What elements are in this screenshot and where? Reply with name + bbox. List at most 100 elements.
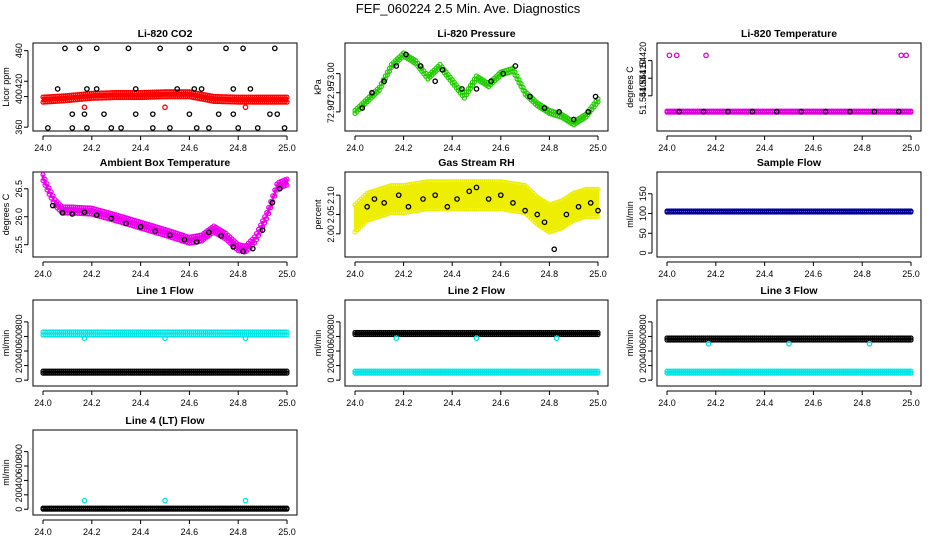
chart-title: Li-820 Temperature (741, 28, 837, 40)
data-point (473, 184, 480, 191)
data-point (465, 181, 468, 209)
data-point (457, 181, 460, 209)
data-point (240, 45, 246, 52)
data-point (382, 188, 385, 216)
x-tick-label: 24.0 (658, 398, 676, 408)
y-tick-label: 400 (638, 344, 648, 359)
data-point (420, 196, 426, 202)
data-point (112, 214, 116, 221)
data-point (76, 94, 79, 100)
data-point (353, 204, 357, 232)
data-point (365, 193, 369, 221)
data-point (488, 78, 494, 85)
data-point (198, 93, 201, 99)
data-point (271, 97, 274, 103)
data-point (70, 207, 73, 214)
plot-frame (656, 299, 922, 387)
data-point (230, 96, 234, 102)
data-point (200, 94, 203, 100)
data-point (749, 108, 756, 115)
data-point (62, 45, 68, 52)
data-point (798, 108, 805, 115)
data-point (204, 94, 207, 100)
chart-title: Line 3 Flow (760, 285, 818, 297)
data-point (224, 96, 228, 102)
data-point (903, 52, 909, 59)
data-point (376, 87, 382, 94)
data-point (104, 92, 108, 98)
data-point (361, 197, 365, 225)
data-point (78, 94, 81, 100)
data-point (106, 212, 110, 219)
data-point (149, 225, 152, 232)
data-point (542, 201, 545, 228)
data-point (384, 72, 390, 78)
data-point (92, 208, 96, 215)
data-point (143, 223, 146, 230)
page-title: FEF_060224 2.5 Min. Ave. Diagnostics (355, 1, 581, 16)
x-tick-label: 24.0 (34, 398, 52, 408)
x-tick-label: 24.0 (34, 143, 52, 153)
plot-frame (344, 299, 609, 387)
data-point (101, 111, 107, 118)
data-point (171, 91, 175, 97)
data-point (151, 225, 154, 232)
data-point (434, 181, 438, 209)
data-point (588, 189, 592, 217)
data-point (115, 92, 118, 98)
x-tick-label: 24.8 (229, 398, 247, 408)
data-point (242, 335, 249, 342)
chart-title: Line 2 Flow (448, 285, 506, 297)
data-point (81, 335, 88, 342)
chart-rh: Gas Stream RH percent 24.0 24.2 24.4 24.6 24.8… (313, 157, 609, 279)
data-point (80, 94, 83, 100)
data-point (703, 52, 709, 59)
series-temp-outliers (666, 52, 909, 59)
y-tick-label: 50 (638, 228, 648, 238)
data-point (471, 181, 474, 209)
data-point (424, 182, 428, 210)
data-point (216, 228, 220, 235)
data-point (281, 125, 288, 131)
x-tick-label: 24.8 (229, 143, 247, 153)
x-tick-label: 24.0 (658, 269, 676, 279)
y-tick-label: 0 (14, 507, 24, 512)
data-point (76, 45, 83, 52)
data-point (241, 97, 244, 103)
data-point (525, 187, 529, 215)
data-point (511, 183, 515, 211)
data-point (208, 95, 211, 101)
x-tick-label: 24.2 (395, 143, 413, 153)
x-tick-label: 25.0 (278, 269, 296, 279)
y-tick-label: 460 (14, 43, 24, 58)
y-axis-label: kPa (313, 79, 323, 95)
data-point (155, 92, 159, 98)
data-point (412, 183, 415, 211)
data-point (378, 83, 384, 90)
data-point (394, 185, 397, 213)
data-point (553, 335, 560, 342)
data-point (495, 181, 498, 209)
data-point (461, 181, 464, 209)
data-point (84, 93, 87, 99)
series-rh-trace (352, 179, 601, 235)
data-point (473, 181, 476, 209)
data-point (159, 91, 163, 97)
data-point (90, 208, 93, 215)
data-point (102, 92, 106, 98)
y-axis-label: ml/min (1, 459, 11, 486)
data-point (455, 181, 458, 209)
data-point (414, 183, 417, 211)
data-point (206, 95, 209, 101)
data-point (467, 181, 470, 209)
data-point (49, 96, 53, 102)
data-point (446, 181, 450, 209)
data-point (487, 181, 490, 209)
y-tick-label: 200 (638, 358, 648, 373)
y-axis-label: degrees C (1, 193, 11, 235)
data-point (554, 202, 557, 230)
data-point (102, 211, 106, 218)
x-tick-label: 24.4 (443, 398, 461, 408)
data-point (908, 370, 914, 376)
data-point (218, 229, 222, 236)
